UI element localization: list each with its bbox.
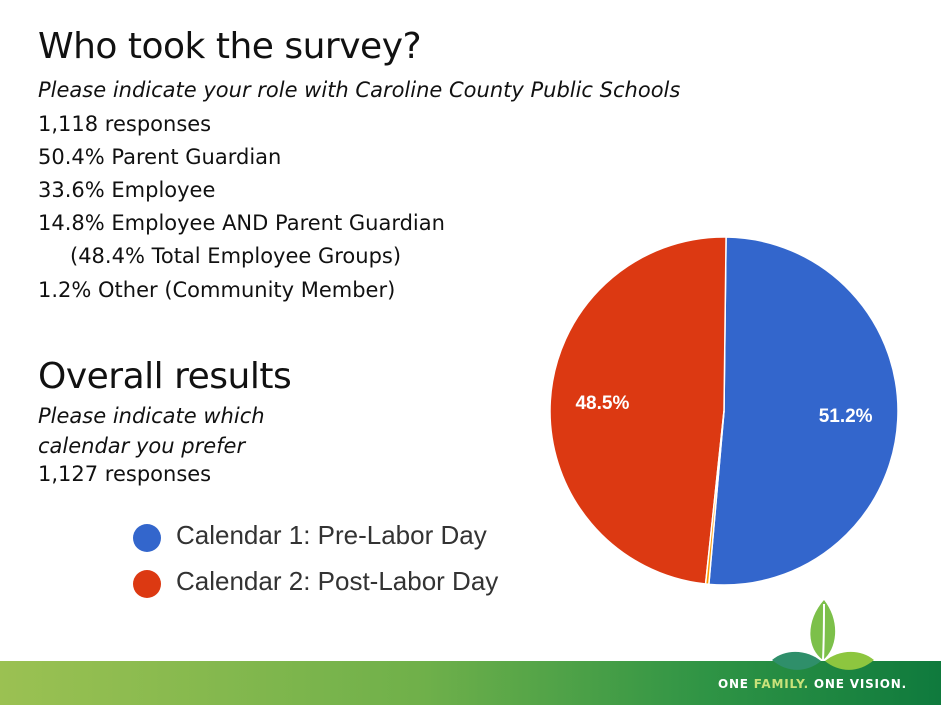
legend-label-calendar-2: Calendar 2: Post-Labor Day xyxy=(176,566,499,596)
pie-chart: 51.2% 48.5% xyxy=(549,236,899,586)
results-responses: 1,127 responses xyxy=(38,462,212,486)
survey-line: (48.4% Total Employee Groups) xyxy=(70,244,402,268)
survey-title: Who took the survey? xyxy=(38,26,422,67)
tagline-part-1: ONE xyxy=(717,677,754,691)
results-subtitle-line2: calendar you prefer xyxy=(38,434,246,458)
legend-label-calendar-1: Calendar 1: Pre-Labor Day xyxy=(176,520,487,550)
tagline-part-3: ONE VISION. xyxy=(808,677,907,691)
survey-line: 1,118 responses xyxy=(38,112,212,136)
results-title: Overall results xyxy=(38,356,292,397)
pie-slice-calendar-2 xyxy=(549,236,727,585)
survey-subtitle: Please indicate your role with Caroline … xyxy=(38,78,681,102)
survey-line: 1.2% Other (Community Member) xyxy=(38,278,396,302)
pie-slice-calendar-1 xyxy=(708,236,899,586)
pie-slice-calendar-1-label: 51.2% xyxy=(819,406,873,427)
pie-slice-calendar-2-label: 48.5% xyxy=(575,393,629,414)
legend-swatch-calendar-1 xyxy=(133,524,161,552)
legend-swatch-calendar-2 xyxy=(133,570,161,598)
footer-band xyxy=(0,661,941,705)
survey-line: 33.6% Employee xyxy=(38,178,216,202)
tagline-part-2: FAMILY. xyxy=(753,677,809,691)
pie-slice-other xyxy=(704,410,725,586)
survey-line: 50.4% Parent Guardian xyxy=(38,145,282,169)
leaf-icon xyxy=(772,600,874,670)
footer-tagline: ONE FAMILY. ONE VISION. xyxy=(718,677,907,691)
survey-line: 14.8% Employee AND Parent Guardian xyxy=(38,211,445,235)
results-subtitle-line1: Please indicate which xyxy=(38,404,265,428)
